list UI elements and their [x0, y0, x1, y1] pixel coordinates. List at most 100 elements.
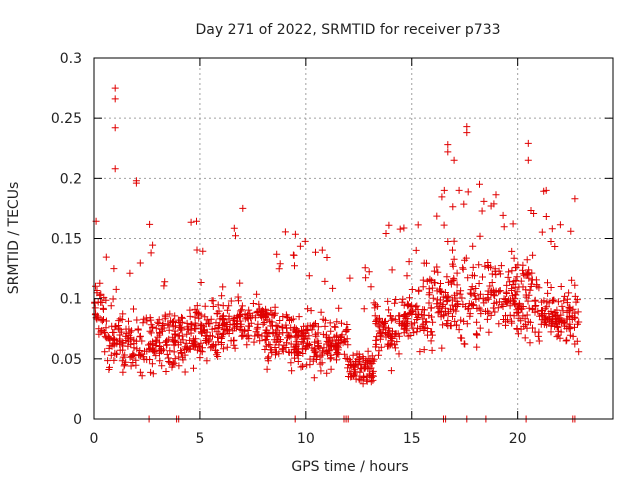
data-point — [165, 326, 173, 334]
data-point — [442, 294, 450, 302]
data-point — [327, 365, 335, 373]
data-point — [192, 322, 200, 330]
data-point — [482, 308, 489, 315]
data-point — [255, 300, 263, 308]
data-point — [105, 344, 113, 352]
data-point — [193, 217, 200, 225]
data-point — [256, 337, 264, 345]
data-point — [197, 347, 205, 355]
data-point — [335, 337, 343, 345]
data-point — [262, 342, 270, 350]
data-point — [458, 334, 466, 342]
data-point — [439, 300, 447, 308]
data-point — [361, 361, 369, 369]
data-point — [456, 290, 464, 298]
data-point — [212, 341, 220, 349]
data-point — [478, 207, 486, 215]
data-point — [385, 221, 393, 229]
data-point — [138, 372, 146, 380]
data-point — [217, 335, 225, 342]
data-point — [209, 332, 216, 340]
data-point — [532, 302, 540, 309]
data-point — [311, 338, 319, 346]
data-point — [126, 269, 134, 277]
data-point — [423, 325, 431, 332]
data-point — [449, 246, 456, 254]
data-point — [215, 307, 223, 315]
data-point — [338, 319, 345, 327]
data-point — [303, 335, 311, 343]
data-point — [111, 323, 119, 331]
data-point — [263, 310, 271, 318]
data-point — [572, 298, 580, 306]
data-point — [273, 348, 280, 356]
data-point — [146, 220, 154, 228]
data-point — [105, 366, 113, 373]
data-point — [181, 368, 189, 376]
data-point — [419, 283, 427, 291]
data-point — [521, 334, 529, 342]
data-point — [296, 242, 304, 250]
data-point — [190, 364, 197, 372]
data-point — [169, 318, 177, 326]
data-point — [136, 368, 144, 376]
data-point — [323, 340, 331, 348]
data-point — [331, 323, 339, 331]
data-point — [111, 95, 119, 103]
data-point — [184, 325, 192, 333]
data-point — [463, 129, 471, 137]
data-point — [426, 275, 434, 283]
data-point — [276, 317, 284, 324]
data-point — [283, 329, 291, 337]
y-tick-label: 0.2 — [60, 171, 82, 187]
data-point — [420, 311, 428, 319]
data-point — [547, 308, 555, 315]
data-point — [544, 289, 552, 297]
data-point — [460, 340, 468, 348]
data-point — [183, 319, 191, 327]
data-point — [538, 228, 546, 236]
data-point — [571, 292, 579, 300]
data-point — [324, 346, 332, 354]
data-point — [362, 274, 370, 282]
data-point — [258, 312, 266, 320]
data-point — [430, 279, 438, 287]
data-point — [310, 374, 318, 382]
data-point — [376, 314, 383, 322]
data-point — [517, 277, 525, 285]
data-point — [97, 298, 105, 306]
data-point — [240, 326, 248, 334]
data-point — [110, 356, 118, 364]
data-point — [416, 325, 424, 333]
data-point — [205, 335, 213, 343]
data-point — [109, 295, 117, 303]
data-point — [158, 362, 166, 370]
data-point — [346, 274, 354, 282]
data-point — [170, 348, 178, 356]
data-point — [481, 262, 489, 270]
data-point — [235, 297, 242, 305]
data-point — [160, 324, 168, 332]
data-point — [145, 341, 152, 349]
data-point — [500, 223, 508, 231]
data-point — [193, 246, 201, 254]
data-point — [213, 328, 221, 336]
data-point — [352, 358, 360, 365]
data-point — [152, 352, 160, 360]
data-point — [403, 322, 411, 330]
data-point — [403, 272, 411, 280]
data-point — [359, 353, 367, 361]
data-point — [567, 227, 575, 235]
data-point — [107, 302, 115, 310]
data-point — [410, 329, 418, 337]
y-tick-label: 0 — [73, 412, 82, 428]
data-point — [142, 314, 150, 322]
data-point — [544, 279, 551, 287]
data-point — [288, 316, 295, 324]
data-point — [275, 330, 283, 338]
data-point — [538, 307, 545, 314]
data-point — [387, 336, 395, 344]
data-point — [258, 332, 266, 340]
data-point — [445, 308, 452, 316]
data-point — [505, 296, 513, 304]
